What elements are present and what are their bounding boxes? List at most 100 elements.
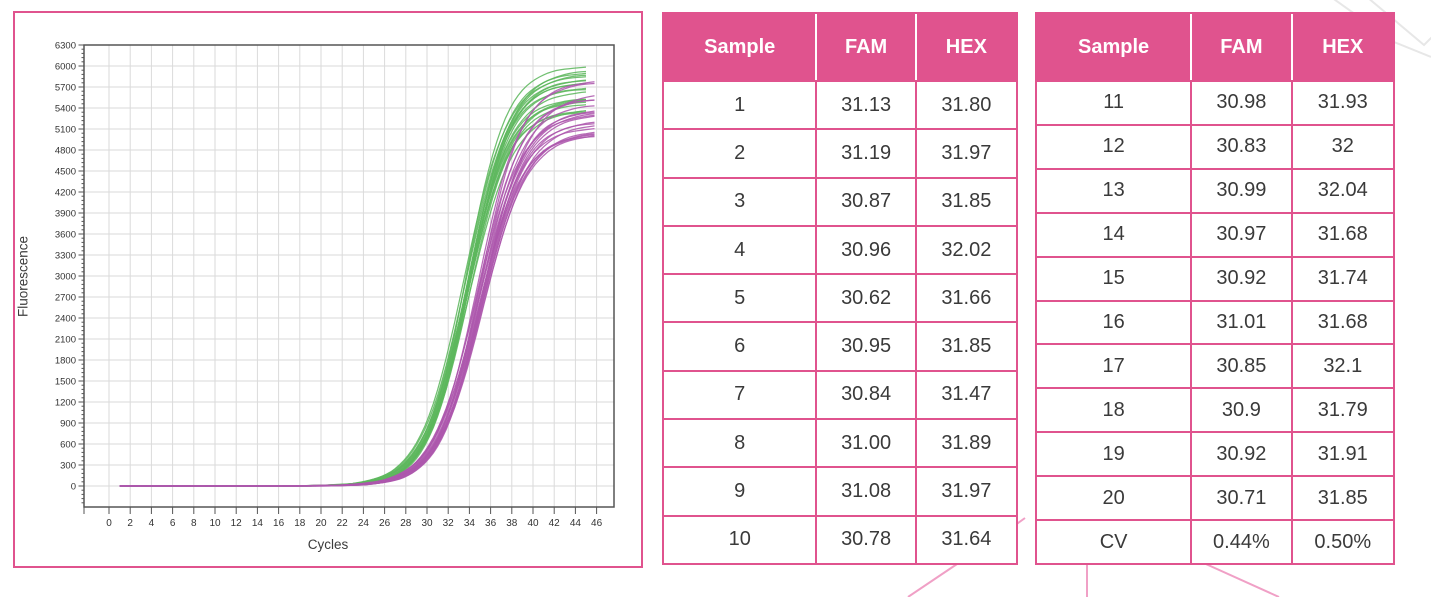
- amplification-plot-panel: 0 300 600 900 1200 1500 1800 2100 2400 2700 3000 33…: [13, 11, 643, 568]
- x-tick-label: 14: [252, 518, 264, 529]
- amplification-curve-hex: [119, 131, 595, 487]
- header-cell-sample: Sample: [1037, 14, 1193, 80]
- x-tick-label: 34: [464, 518, 476, 529]
- fam-ct-cell: 30.71: [1192, 477, 1293, 520]
- amplification-curve-hex: [119, 135, 595, 487]
- sample-cell: 9: [664, 468, 818, 515]
- hex-ct-cell: 31.89: [941, 431, 992, 454]
- sample-cell: CV: [1037, 521, 1193, 563]
- sample-cell: 10: [664, 516, 818, 563]
- hex-ct-cell: 31.68: [1317, 223, 1368, 246]
- amplification-curve-fam: [119, 99, 587, 487]
- sample-cell: 18: [1037, 389, 1193, 432]
- y-tick-label: 3300: [55, 251, 76, 262]
- hex-ct-cell: 31.85: [1317, 486, 1368, 509]
- x-tick-label: 22: [337, 518, 349, 529]
- sample-cell: 4: [664, 226, 818, 274]
- header-cell-hex: HEX: [945, 35, 987, 58]
- header-cell-hex: HEX: [1322, 35, 1364, 58]
- table-row: 6 30.95 31.85: [664, 321, 1016, 370]
- table-row: 9 31.08 31.97: [664, 466, 1016, 515]
- x-axis-title: Cycles: [307, 537, 349, 552]
- x-tick-label: 30: [421, 518, 433, 529]
- y-tick-label: 4500: [55, 167, 76, 178]
- table-row: 3 30.87 31.85: [664, 176, 1016, 225]
- hex-ct-cell: 31.66: [941, 286, 992, 309]
- table-row: 14 30.97 31.68: [1037, 211, 1393, 256]
- x-tick-label: 36: [485, 518, 497, 529]
- fam-ct-cell: 30.85: [1192, 345, 1293, 388]
- y-tick-label: 3600: [55, 230, 76, 241]
- table-row: 11 30.98 31.93: [1037, 80, 1393, 124]
- table-row: 7 30.84 31.47: [664, 369, 1016, 419]
- fam-ct-cell: 31.13: [817, 82, 917, 129]
- table-header-row: Sample FAM HEX: [664, 14, 1016, 80]
- hex-ct-cell: 31.97: [941, 480, 992, 503]
- sample-cell: 1: [664, 82, 818, 129]
- fam-ct-cell: 30.9: [1192, 389, 1293, 432]
- fam-ct-cell: 31.00: [817, 420, 917, 467]
- table-row: 1 31.13 31.80: [664, 80, 1016, 129]
- hex-ct-cell: 31.85: [941, 190, 992, 213]
- sample-cell: 2: [664, 130, 818, 177]
- table-row: 4 30.96 32.02: [664, 224, 1016, 274]
- hex-ct-cell: 31.79: [1317, 398, 1368, 421]
- fam-ct-cell: 30.92: [1192, 433, 1293, 476]
- table-row: 12 30.83 32: [1037, 123, 1393, 168]
- fam-ct-cell: 30.62: [817, 275, 917, 322]
- hex-ct-cell: 32: [1331, 135, 1354, 158]
- y-tick-label: 600: [60, 440, 76, 451]
- x-tick-label: 46: [591, 518, 603, 529]
- fam-ct-cell: 30.97: [1192, 213, 1293, 256]
- x-tick-label: 8: [191, 518, 197, 529]
- table-row: 17 30.85 32.1: [1037, 343, 1393, 388]
- table-row: 5 30.62 31.66: [664, 273, 1016, 322]
- amplification-curve-hex: [119, 135, 595, 487]
- y-tick-label: 5100: [55, 125, 76, 136]
- amplification-curve-hex: [119, 82, 595, 487]
- hex-ct-cell: 32.02: [941, 238, 992, 261]
- y-tick-label: 3000: [55, 272, 76, 283]
- x-tick-label: 12: [231, 518, 243, 529]
- table-row: 19 30.92 31.91: [1037, 431, 1393, 476]
- x-tick-label: 10: [209, 518, 221, 529]
- fam-ct-cell: 30.78: [817, 516, 917, 563]
- hex-ct-cell: 31.68: [1317, 310, 1368, 333]
- fam-ct-cell: 30.84: [817, 371, 917, 419]
- sample-cell: 11: [1037, 82, 1193, 124]
- sample-cell: 5: [664, 275, 818, 322]
- hex-ct-cell: 31.47: [941, 383, 992, 406]
- fam-ct-cell: 31.01: [1192, 301, 1293, 344]
- hex-ct-cell: 0.50%: [1314, 530, 1372, 553]
- y-tick-label: 6300: [55, 41, 76, 52]
- x-tick-label: 18: [294, 518, 306, 529]
- sample-cell: 8: [664, 420, 818, 467]
- amplification-curve-fam: [119, 101, 587, 487]
- x-tick-label: 20: [315, 518, 327, 529]
- sample-cell: 19: [1037, 433, 1193, 476]
- amplification-chart: 0300600900120015001800210024002700300033…: [55, 41, 615, 529]
- hex-ct-cell: 31.93: [1317, 91, 1368, 114]
- hex-ct-cell: 31.85: [941, 335, 992, 358]
- table-row: 20 30.71 31.85: [1037, 475, 1393, 520]
- x-tick-label: 6: [170, 518, 176, 529]
- x-tick-label: 40: [527, 518, 539, 529]
- table-row: 15 30.92 31.74: [1037, 255, 1393, 300]
- table-row: 2 31.19 31.97: [664, 128, 1016, 177]
- y-tick-label: 5400: [55, 104, 76, 115]
- y-tick-label: 2700: [55, 293, 76, 304]
- sample-cell: 13: [1037, 169, 1193, 212]
- ct-table-samples-11-20: Sample FAM HEX 11 30.98 31.93 12 30.83 32 13 30.99…: [1035, 12, 1395, 565]
- sample-cell: 6: [664, 323, 818, 370]
- y-tick-label: 2400: [55, 314, 76, 325]
- x-tick-label: 38: [506, 518, 518, 529]
- x-tick-label: 16: [273, 518, 285, 529]
- sample-cell: 12: [1037, 125, 1193, 168]
- fam-ct-cell: 30.87: [817, 178, 917, 225]
- hex-ct-cell: 32.04: [1317, 179, 1368, 202]
- y-tick-label: 1200: [55, 398, 76, 409]
- y-tick-label: 5700: [55, 83, 76, 94]
- y-tick-label: 900: [60, 419, 76, 430]
- sample-cell: 3: [664, 178, 818, 225]
- table-header-row: Sample FAM HEX: [1037, 14, 1393, 80]
